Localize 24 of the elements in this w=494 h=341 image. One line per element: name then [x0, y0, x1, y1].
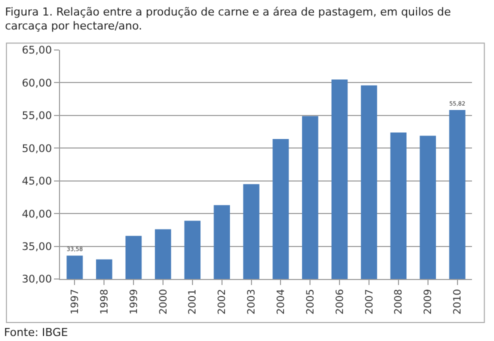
y-tick-label: 55,00	[22, 110, 52, 122]
source-note: Fonte: IBGE	[4, 326, 68, 339]
y-tick-label: 40,00	[22, 208, 52, 220]
x-tick-label: 1999	[128, 289, 140, 314]
y-tick-label: 65,00	[22, 44, 52, 57]
x-tick-label: 2002	[217, 289, 228, 314]
x-tick-label: 2003	[246, 289, 258, 314]
x-tick-label: 2006	[334, 289, 346, 314]
x-tick-label: 1997	[70, 289, 81, 314]
y-tick-label: 50,00	[22, 142, 52, 155]
x-tick-label: 2004	[276, 289, 287, 314]
x-tick-label: 1998	[99, 289, 110, 314]
x-tick-label: 2008	[394, 289, 405, 314]
y-tick-label: 35,00	[22, 240, 52, 253]
y-tick-label: 45,00	[22, 176, 52, 188]
y-tick-label: 30,00	[22, 274, 52, 286]
x-tick-label: 2009	[423, 289, 434, 314]
chart-title: Figura 1. Relação entre a produção de carne e a área de pastagem, em quilos de carcaça por hectare/ano.	[4, 5, 452, 33]
x-tick-label: 2000	[158, 289, 170, 314]
y-tick-label: 60,00	[22, 77, 52, 90]
x-tick-label: 2007	[364, 289, 376, 314]
x-tick-label: 2005	[305, 289, 316, 314]
x-tick-label: 2010	[452, 289, 464, 314]
x-tick-label: 2001	[188, 289, 199, 314]
